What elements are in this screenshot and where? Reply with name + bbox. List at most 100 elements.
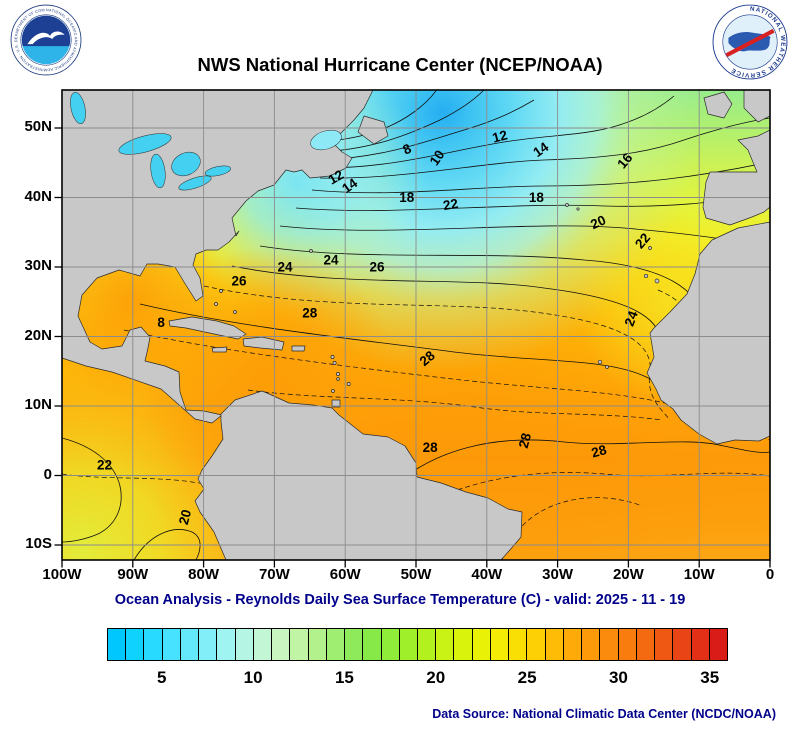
x-axis-label: 70W [258,566,290,583]
noaa-logo-inner-ring [20,14,72,66]
contour-label: 26 [231,273,247,288]
contour-line-dashed [413,472,770,511]
colorbar-segment [253,629,273,660]
colorbar [107,628,728,661]
colorbar-segment [709,629,727,660]
colorbar-tick-label: 35 [700,668,720,687]
colorbar-segment [272,629,291,660]
colorbar-segment [180,629,200,660]
contour-label: 28 [590,442,609,461]
noaa-seagull-icon [27,31,65,45]
colorbar-segment [399,629,418,660]
colorbar-segment [345,629,364,660]
contour-label: 8 [157,315,165,330]
colorbar-segment [673,629,692,660]
colorbar-segment [217,629,236,660]
land-small-islands [214,203,660,393]
contour-line [62,437,122,543]
colorbar-tick-label: 30 [608,668,628,687]
contour-line-dashed [247,389,663,421]
sst-map: 8 10 12 14 16 12 14 18 22 18 20 22 24 24 26 26 28 8 24 28 28… [52,80,780,572]
colorbar-segment [563,629,583,660]
contour-line [319,99,535,161]
gulf-of-st-lawrence [310,129,342,151]
land-britain [743,90,770,123]
contour-label: 24 [324,253,340,268]
axis-ticks [54,127,771,568]
contour-label: 28 [423,440,439,455]
colorbar-tick-labels: 5 10 15 20 25 30 35 [107,668,728,692]
land-north-america [62,90,374,424]
x-axis-label: 80W [188,566,220,583]
colorbar-segment [600,629,619,660]
lake-winnipeg [70,92,86,124]
colorbar-segment [582,629,601,660]
contour-line [133,529,201,560]
subtitle: Ocean Analysis - Reynolds Daily Sea Surf… [114,592,686,608]
contour-line-dashed [203,285,671,421]
x-axis-label: 0 [765,566,775,583]
colorbar-segment [636,629,656,660]
nws-logo[interactable]: NATIONAL WEATHER SERVICE [712,4,788,80]
contour-label: 18 [529,190,545,205]
land-hispaniola [242,336,285,351]
colorbar-segment [490,629,510,660]
colorbar-segment [144,629,163,660]
contour-line [323,95,675,169]
y-axis-label: 10S [25,535,52,552]
colorbar-segment [235,629,254,660]
contour-line [311,161,770,194]
colorbar-segment [381,629,400,660]
contour-line [313,90,438,143]
colorbar-segment [509,629,528,660]
y-axis-label: 10N [24,396,52,413]
contour-label: 20 [588,212,608,232]
data-source-credit: Data Source: National Climatic Data Cent… [432,707,776,721]
contour-label: 24 [278,260,294,275]
x-axis-label: 100W [42,566,82,583]
contour-line [317,90,485,153]
contour-label: 28 [516,431,535,450]
colorbar-segment [290,629,309,660]
x-axis-label: 60W [329,566,361,583]
land-puerto-rico [291,345,306,352]
contour-label: 22 [442,196,459,213]
colorbar-segment [108,629,127,660]
lake-ontario [204,165,232,177]
land-iberia-france [702,129,770,226]
colorbar-segment [454,629,473,660]
x-axis-label: 90W [117,566,149,583]
y-axis-label: 30N [24,257,52,274]
colorbar-segment [162,629,181,660]
colorbar-tick-label: 25 [517,668,537,687]
y-axis-label: 50N [24,118,52,135]
contour-label: 24 [622,309,641,329]
contour-label: 22 [632,230,653,251]
colorbar-segment [618,629,637,660]
noaa-logo[interactable]: NATIONAL OCEANIC AND ATMOSPHERIC ADMINIS… [10,4,82,76]
y-axis-label: 20N [24,326,52,344]
contour-label: 28 [302,305,318,320]
x-axis-label: 40W [471,566,503,583]
colorbar-tick-label: 10 [243,668,263,687]
colorbar-segment [527,629,546,660]
colorbar-segment [417,629,437,660]
colorbar-segment [363,629,382,660]
contour-label: 12 [491,127,509,145]
land-newfoundland [357,115,389,145]
contour-line [393,439,770,487]
colorbar-segment [308,629,327,660]
land-masses [62,90,770,560]
grid-lines [62,90,770,560]
lake-huron [171,151,201,177]
lake-superior [118,133,172,155]
colorbar-segment [545,629,564,660]
colorbar-segment [199,629,218,660]
lake-michigan [150,153,166,189]
lakes [70,92,342,191]
x-axis-label: 10W [683,566,715,583]
colorbar-segment [126,629,145,660]
contour-label: 10 [427,147,448,168]
x-axis-label: 30W [542,566,574,583]
